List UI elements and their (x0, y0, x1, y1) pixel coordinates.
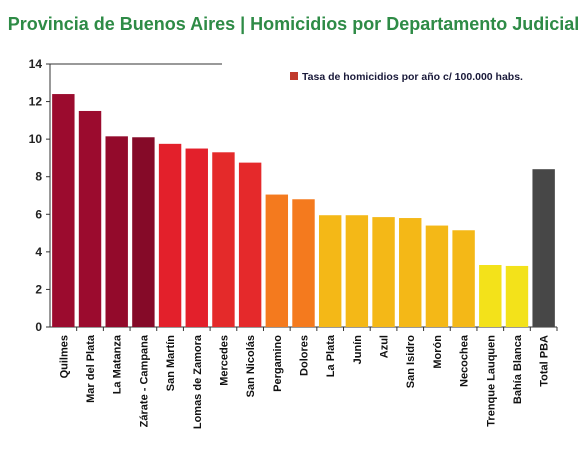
y-tick-label: 0 (35, 320, 42, 334)
y-tick-label: 12 (29, 95, 43, 109)
bar-total-pba (532, 169, 555, 327)
bar-z-rate-campana (132, 137, 155, 327)
y-tick-label: 8 (35, 170, 42, 184)
x-category-label: San Isidro (405, 335, 417, 388)
legend-swatch (290, 72, 298, 80)
x-category-label: Azul (379, 335, 391, 358)
bar-la-matanza (105, 136, 128, 327)
x-category-label: Pergamino (272, 335, 284, 392)
x-category-label: Zárate - Campana (138, 334, 150, 427)
x-category-label: San Nicolás (245, 335, 257, 397)
bar-lomas-de-zamora (185, 148, 208, 327)
x-category-label: Necochea (459, 334, 471, 387)
y-tick-label: 10 (29, 132, 43, 146)
bar-san-mart-n (158, 143, 182, 327)
y-tick-label: 4 (35, 245, 42, 259)
bar-trenque-lauquen (479, 265, 502, 327)
x-category-label: Dolores (299, 335, 311, 376)
bar-bah-a-blanca (505, 265, 529, 327)
y-tick-label: 2 (35, 282, 42, 296)
chart-title: Provincia de Buenos Aires | Homicidios p… (7, 14, 580, 34)
y-tick-label: 14 (29, 57, 43, 71)
x-category-label: Total PBA (539, 335, 551, 387)
x-category-label: Morón (432, 335, 444, 369)
x-category-label: San Martín (165, 335, 177, 392)
x-category-label: Trenque Lauquen (485, 335, 497, 427)
bar-quilmes (52, 94, 75, 327)
bar-dolores (292, 199, 315, 327)
bar-jun-n (345, 215, 369, 327)
x-category-label: Mar del Plata (85, 334, 97, 403)
x-category-label: Quilmes (58, 335, 70, 378)
x-category-label: Junín (352, 335, 364, 365)
bar-mar-del-plata (78, 110, 102, 327)
bar-pergamino (265, 194, 289, 327)
bar-san-isidro (399, 218, 422, 327)
x-category-label: Bahía Blanca (512, 334, 524, 404)
legend-label: Tasa de homicidios por año c/ 100.000 ha… (302, 71, 523, 83)
bar-mor-n (425, 225, 449, 327)
bar-azul (372, 217, 395, 327)
x-category-label: La Plata (325, 334, 337, 377)
y-tick-label: 6 (35, 207, 42, 221)
bar-mercedes (212, 152, 235, 327)
bar-san-nicol-s (238, 162, 262, 327)
bar-la-plata (318, 215, 342, 327)
x-category-label: La Matanza (112, 334, 124, 394)
x-category-label: Mercedes (218, 335, 230, 386)
x-category-label: Lomas de Zamora (192, 334, 204, 429)
bar-necochea (452, 230, 475, 327)
